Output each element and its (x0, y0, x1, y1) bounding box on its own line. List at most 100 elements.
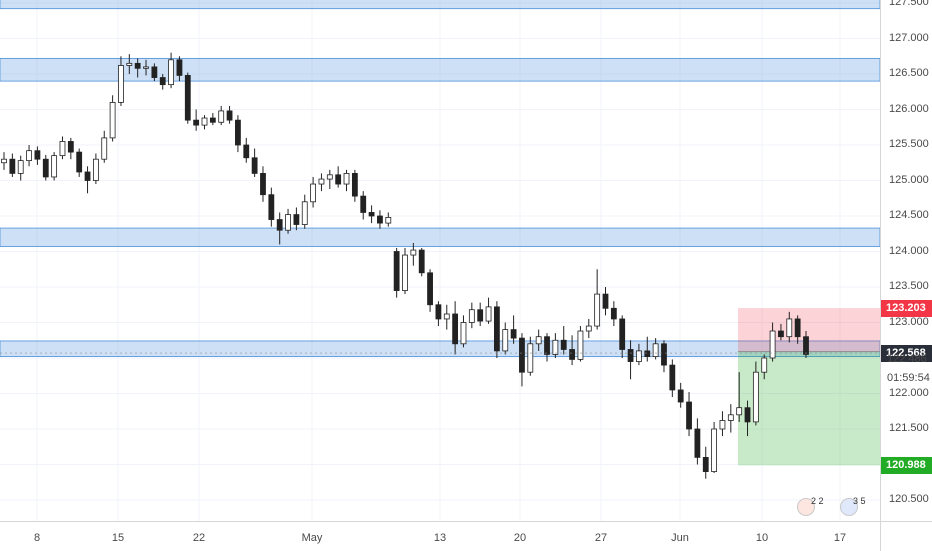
candle (9, 153, 16, 177)
candle (627, 340, 634, 380)
candle-body-up (118, 65, 124, 103)
candle (610, 301, 617, 327)
candle (560, 326, 567, 355)
candle-body-down (744, 407, 751, 423)
time-tick-label: Jun (671, 532, 689, 544)
price-tick-label: 122.000 (889, 386, 929, 399)
candle (193, 109, 200, 131)
candle (377, 210, 383, 229)
candle-body-up (527, 343, 534, 373)
candle (435, 301, 442, 327)
candle (318, 173, 325, 192)
candle (410, 242, 417, 266)
price-tick-label: 120.500 (889, 493, 929, 505)
price-tick-label: 121.500 (889, 422, 929, 434)
candle-body-down (34, 150, 41, 160)
candle-body-up (285, 214, 291, 231)
candle (427, 269, 433, 312)
candle-body-up (577, 330, 584, 360)
candle (694, 418, 701, 465)
candle-body-down (686, 401, 692, 430)
time-tick-label: 8 (33, 532, 41, 544)
event-count: 2 2 (811, 496, 824, 506)
candle (310, 176, 317, 208)
candle (143, 59, 149, 76)
candle (285, 208, 291, 234)
candle-body-up (594, 293, 601, 327)
candle-body-down (276, 219, 283, 231)
support-resistance-zones (0, 0, 880, 357)
candle (368, 205, 375, 224)
candle-body-down (251, 157, 258, 174)
candle (519, 333, 525, 387)
candle-body-up (786, 318, 793, 338)
current-price-tag[interactable]: 122.568 (881, 344, 932, 362)
candle-body-up (552, 339, 559, 355)
candle-body-up (318, 178, 325, 185)
candle (644, 336, 651, 362)
time-tick-label: 22 (192, 532, 206, 544)
candle (293, 207, 300, 231)
candle (794, 315, 801, 344)
axis-corner (880, 521, 932, 551)
candle-body-down (569, 349, 575, 360)
candle-body-down (184, 75, 191, 121)
stop-loss-area (738, 308, 880, 352)
time-tick-label: 27 (594, 532, 608, 544)
candle (778, 323, 784, 341)
take-profit-area (738, 351, 880, 466)
candle (218, 105, 225, 126)
candle-body-down (677, 389, 684, 403)
candle-body-down (260, 172, 266, 196)
candle (1, 152, 7, 170)
candle-body-down (67, 141, 74, 153)
candle (502, 322, 509, 355)
candle (527, 336, 534, 376)
candle (343, 169, 350, 192)
candle-body-up (443, 313, 450, 320)
candle-body-down (427, 272, 433, 306)
price-tick-label: 124.500 (889, 209, 929, 221)
grid-lines (0, 0, 880, 521)
candle (67, 137, 74, 160)
event-marker-1[interactable]: 2 2 (797, 496, 827, 516)
candle (544, 333, 550, 362)
candle-body-down (226, 110, 233, 121)
candle-body-up (51, 155, 58, 178)
candle (226, 105, 233, 124)
candle (552, 333, 559, 358)
candle (477, 302, 484, 327)
candle-body-down (368, 212, 375, 217)
candle (719, 411, 726, 437)
candle (761, 354, 768, 380)
price-axis[interactable]: 127.500 127.000 126.500 126.000 125.500 125.0… (880, 0, 932, 521)
candle-body-down (610, 307, 617, 320)
candle (443, 304, 450, 330)
price-chart[interactable] (0, 0, 880, 521)
candle (669, 359, 676, 398)
event-marker-2[interactable]: 3 5 (840, 496, 876, 516)
stop-loss-price-tag[interactable]: 123.203 (881, 299, 932, 317)
candle (577, 326, 584, 362)
candle (168, 52, 174, 89)
candle-body-down (602, 293, 609, 309)
candle-body-down (351, 172, 358, 197)
candle-body-down (235, 119, 241, 146)
time-tick-label: 20 (513, 532, 527, 544)
candle (769, 322, 776, 362)
chart-pane[interactable] (0, 0, 880, 521)
candle-body-up (402, 254, 408, 291)
candle-body-down (335, 174, 342, 185)
candle (51, 152, 58, 181)
candle-body-down (544, 336, 550, 355)
candle (251, 148, 258, 177)
time-axis[interactable]: 8 15 22 May 13 20 27 Jun 10 17 (0, 521, 880, 551)
candle-body-down (360, 195, 367, 213)
candle-body-down (644, 350, 651, 357)
candle-body-down (151, 66, 158, 78)
candle (118, 56, 124, 106)
take-profit-price-tag[interactable]: 120.988 (881, 456, 932, 474)
candle-body-up (719, 420, 726, 430)
candlestick-series (1, 52, 809, 479)
candle-body-down (243, 144, 250, 159)
